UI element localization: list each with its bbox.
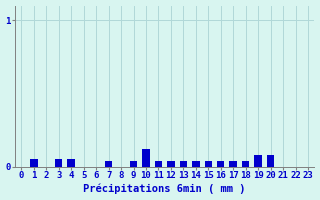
Bar — [267, 155, 274, 167]
Bar — [30, 159, 37, 167]
Bar — [217, 161, 225, 167]
Bar — [192, 161, 200, 167]
Bar — [55, 159, 62, 167]
Bar — [229, 161, 237, 167]
Bar — [142, 149, 150, 167]
Bar — [130, 161, 137, 167]
Bar — [254, 155, 262, 167]
Bar — [204, 161, 212, 167]
Bar — [167, 161, 175, 167]
X-axis label: Précipitations 6min ( mm ): Précipitations 6min ( mm ) — [84, 184, 246, 194]
Bar — [105, 161, 112, 167]
Bar — [180, 161, 187, 167]
Bar — [68, 159, 75, 167]
Bar — [155, 161, 162, 167]
Bar — [242, 161, 249, 167]
